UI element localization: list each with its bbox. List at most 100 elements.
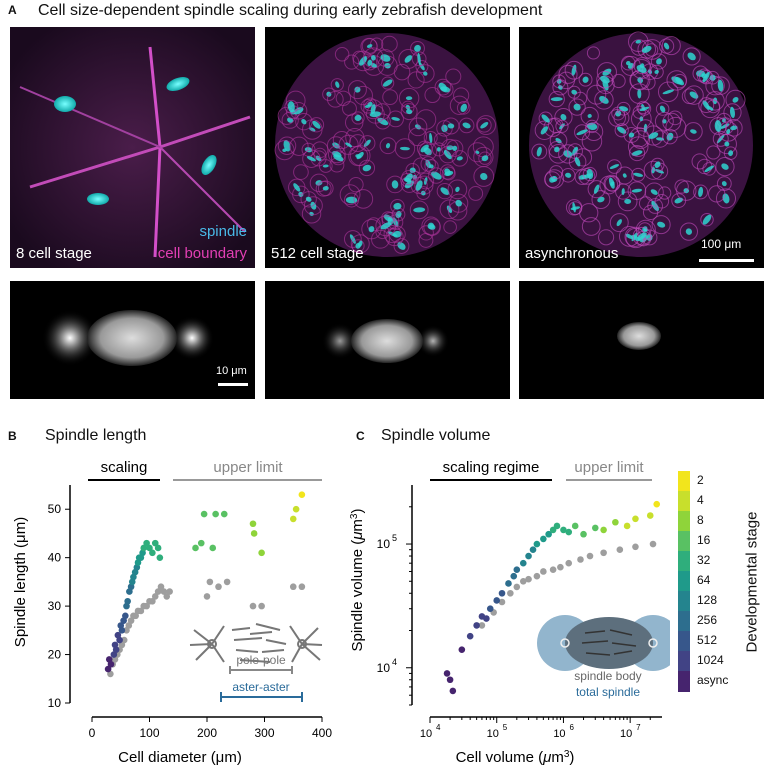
data-point-total-spindle <box>632 515 639 523</box>
y-tick-label-b: 10 <box>48 696 62 710</box>
regime-scaling-b: scaling <box>101 459 148 476</box>
data-point-total-spindle <box>533 540 541 548</box>
data-point-total-spindle <box>571 522 579 530</box>
data-point-total-spindle <box>529 546 537 553</box>
y-tick-label-b: 40 <box>48 551 62 565</box>
data-point-total-spindle <box>553 522 561 530</box>
data-point-pole-pole <box>143 602 150 610</box>
spindle-image-8-cell: 10 μm <box>10 281 255 399</box>
data-point-spindle-body <box>478 622 486 629</box>
data-point-spindle-body <box>649 540 657 548</box>
x-tick-label-b: 300 <box>254 726 274 740</box>
data-point-spindle-body <box>525 575 532 583</box>
colorbar-swatch <box>678 491 690 512</box>
data-point-total-spindle <box>545 530 552 538</box>
data-point-pole-pole <box>160 588 168 595</box>
chart-spindle-length: 10 20 30 40 50 0 100 200 300 400 Cell diameter (μ… <box>12 459 332 766</box>
x-tick-exp-c: 6 <box>569 723 574 732</box>
colorbar-label: 8 <box>697 513 704 527</box>
data-point-spindle-body <box>549 566 557 574</box>
data-point-pole-pole <box>258 602 265 610</box>
data-point-total-spindle <box>498 589 506 597</box>
data-point-pole-pole <box>154 588 162 595</box>
stage-label-512-cell: 512 cell stage <box>271 245 364 262</box>
data-point-pole-pole <box>203 593 211 600</box>
data-point-aster-aster <box>143 539 150 547</box>
y-tick-label-b: 30 <box>48 599 62 613</box>
colorbar-swatch <box>678 511 690 532</box>
legend-cell-boundary: cell boundary <box>157 245 247 262</box>
data-point-aster-aster <box>107 660 115 668</box>
inset-spindle-body: spindle body <box>574 669 641 683</box>
data-point-spindle-body <box>616 546 624 553</box>
data-point-aster-aster <box>192 544 199 552</box>
colorbar-swatch <box>678 551 690 572</box>
data-point-pole-pole <box>223 578 231 586</box>
colorbar-swatch <box>678 671 690 692</box>
data-point-spindle-body <box>498 598 506 606</box>
data-point-aster-aster <box>154 544 162 552</box>
colorbar-swatch <box>678 611 690 632</box>
panel-a-letter: A <box>8 3 17 17</box>
data-point-pole-pole <box>137 607 145 615</box>
data-point-pole-pole <box>163 593 171 600</box>
data-point-total-spindle <box>565 528 573 536</box>
micrograph-asynchronous: asynchronous 100 μm <box>519 27 764 268</box>
data-point-spindle-body <box>557 563 564 571</box>
x-tick-label-c: 10 <box>420 728 432 740</box>
spindle-image-512-cell <box>265 281 510 399</box>
spindle-image-asynchronous <box>519 281 764 399</box>
colorbar-label: 1024 <box>697 653 724 667</box>
data-point-total-spindle <box>519 559 527 567</box>
data-point-spindle-body <box>577 556 584 563</box>
data-point-total-spindle <box>623 522 631 530</box>
data-point-pole-pole <box>166 588 173 595</box>
data-point-total-spindle <box>486 605 494 613</box>
x-tick-label-b: 200 <box>197 726 217 740</box>
inset-total-spindle: total spindle <box>576 685 640 699</box>
spindle-schematic-b <box>189 623 323 663</box>
data-point-total-spindle <box>505 580 512 587</box>
data-point-spindle-body <box>519 577 527 585</box>
data-point-aster-aster <box>104 665 112 673</box>
colorbar-label: async <box>697 673 729 687</box>
data-point-pole-pole <box>298 583 306 591</box>
data-point-aster-aster <box>197 539 205 547</box>
inset-aster-aster: aster-aster <box>232 680 289 694</box>
data-point-pole-pole <box>149 597 156 605</box>
regime-upper-c: upper limit <box>574 459 644 476</box>
x-axis-label-b: Cell diameter (μm) <box>118 749 242 766</box>
panel-c-title: Spindle volume <box>381 427 491 444</box>
colorbar-label: 2 <box>697 473 704 487</box>
micrograph-8-cell: spindle cell boundary 8 cell stage <box>10 27 255 268</box>
data-point-spindle-body <box>540 568 547 575</box>
scale-bar-100-label: 100 μm <box>701 237 742 251</box>
data-point-spindle-body <box>507 589 514 597</box>
data-point-total-spindle <box>493 597 501 604</box>
data-point-total-spindle <box>443 670 451 677</box>
colorbar <box>678 471 690 692</box>
scale-bar-100 <box>699 259 754 262</box>
data-point-total-spindle <box>612 518 619 526</box>
panel-a-title: Cell size-dependent spindle scaling duri… <box>38 2 543 19</box>
data-point-aster-aster <box>140 544 148 552</box>
data-point-aster-aster <box>118 627 126 634</box>
y-tick-label-c: 10 <box>377 537 391 551</box>
x-tick-label-c: 10 <box>620 728 632 740</box>
data-point-total-spindle <box>525 552 532 560</box>
x-tick-exp-c: 7 <box>636 723 641 732</box>
colorbar-label: 128 <box>697 593 718 607</box>
x-tick-exp-c: 5 <box>503 723 508 732</box>
colorbar-label: 32 <box>697 553 711 567</box>
data-point-total-spindle <box>473 622 480 629</box>
y-tick-exp-c: 5 <box>392 533 397 543</box>
colorbar-swatch <box>678 651 690 672</box>
data-point-aster-aster <box>220 510 228 518</box>
stage-label-asynchronous: asynchronous <box>525 245 619 262</box>
data-point-total-spindle <box>653 500 661 508</box>
data-point-aster-aster <box>200 510 208 518</box>
y-tick-label-c: 10 <box>377 661 391 675</box>
y-axis-label-b: Spindle length (μm) <box>12 517 29 647</box>
data-point-spindle-body <box>600 549 607 557</box>
